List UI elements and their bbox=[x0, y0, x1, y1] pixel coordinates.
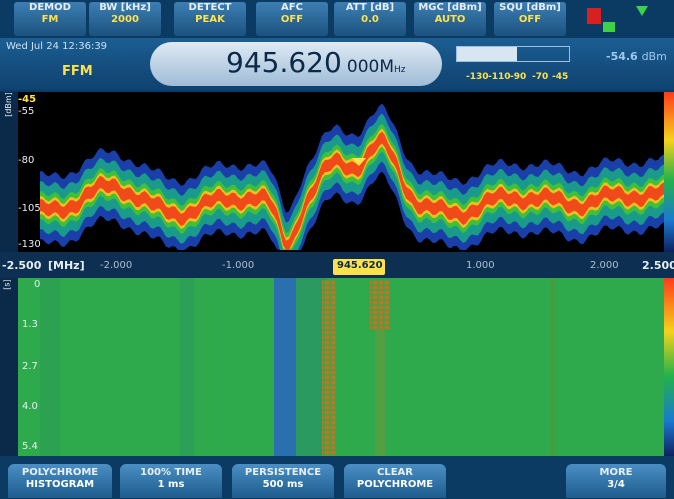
softkey-value: HISTOGRAM bbox=[25, 479, 95, 490]
level: -54.6 bbox=[606, 50, 638, 63]
softkey[interactable]: POLYCHROME HISTOGRAM bbox=[8, 464, 112, 498]
softkey[interactable]: DETECT PEAK bbox=[174, 2, 246, 36]
softkey-label: ATT [dB] bbox=[345, 2, 395, 13]
softkey-bar bbox=[0, 456, 674, 499]
softkey[interactable]: AFC OFF bbox=[256, 2, 328, 36]
softkey[interactable]: PERSISTENCE 500 ms bbox=[232, 464, 334, 498]
frequency-display bbox=[150, 42, 442, 86]
softkey[interactable]: MORE 3/4 bbox=[566, 464, 666, 498]
level-unit: dBm bbox=[641, 50, 667, 63]
spectrum-y-label: -105 bbox=[18, 203, 41, 214]
spectrum-y-label: -80 bbox=[18, 155, 35, 166]
datetime: Wed Jul 24 12:36:39 bbox=[6, 41, 108, 52]
softkey-label: 100% TIME bbox=[140, 467, 202, 478]
softkey-label: POLYCHROME bbox=[21, 467, 99, 478]
band bbox=[370, 280, 390, 330]
freq-start: -2.500 bbox=[2, 259, 42, 272]
freq-label: -2.000 bbox=[100, 260, 133, 271]
freq-end: 2.500 bbox=[642, 259, 674, 272]
softkey-value: PEAK bbox=[195, 14, 225, 25]
mode: FFM bbox=[62, 64, 93, 79]
band bbox=[274, 278, 296, 456]
frequency: 945.620 000MHz bbox=[226, 46, 406, 79]
softkey-label: BW [kHz] bbox=[99, 2, 151, 13]
softkey[interactable]: SQU [dBm] OFF bbox=[494, 2, 566, 36]
spectrum-y-unit: [dBm] bbox=[3, 92, 13, 117]
softkey-value: 500 ms bbox=[262, 479, 304, 490]
band bbox=[40, 278, 60, 456]
center-box bbox=[333, 259, 385, 275]
frequency-unit-sub: Hz bbox=[394, 65, 406, 75]
speaker-icon bbox=[587, 8, 601, 24]
color-bar bbox=[664, 278, 674, 456]
softkey-value: FM bbox=[41, 14, 59, 25]
level-bar-fill bbox=[457, 47, 517, 61]
spectrum-y-label: -130 bbox=[18, 239, 41, 250]
softkey-label: DEMOD bbox=[29, 2, 71, 13]
trigger-icon bbox=[636, 6, 648, 16]
softkey-label: PERSISTENCE bbox=[244, 467, 322, 478]
band bbox=[180, 278, 194, 456]
softkey[interactable]: DEMOD FM bbox=[14, 2, 86, 36]
softkey-label: SQU [dBm] bbox=[499, 2, 561, 13]
softkey[interactable]: 100% TIME 1 ms bbox=[120, 464, 222, 498]
waterfall-y-label: 2.7 bbox=[22, 361, 38, 372]
softkey-value: POLYCHROME bbox=[356, 479, 434, 490]
level-bar-frame bbox=[456, 46, 570, 62]
waterfall-y-unit: [s] bbox=[2, 279, 12, 290]
freq-center: 945.620 bbox=[337, 260, 383, 271]
trace-band bbox=[40, 128, 664, 250]
softkey-label: CLEAR bbox=[377, 467, 413, 478]
softkey-value: 3/4 bbox=[607, 479, 625, 490]
level-scale-label: -130 bbox=[466, 72, 489, 82]
softkey-value: AUTO bbox=[434, 14, 466, 25]
softkey-label: MORE bbox=[599, 467, 633, 478]
color-bar bbox=[664, 92, 674, 252]
spectrum-y-label: -45 bbox=[18, 94, 37, 105]
freq-label: 1.000 bbox=[466, 260, 495, 271]
softkey-value: 0.0 bbox=[361, 14, 379, 25]
spectrum-axis bbox=[0, 92, 18, 252]
frequency-fine: 000 bbox=[346, 57, 380, 77]
waterfall bbox=[18, 278, 664, 456]
level-scale-label: -90 bbox=[510, 72, 527, 82]
waterfall-y-label: 0 bbox=[34, 279, 41, 290]
spectrum-trace bbox=[40, 103, 664, 250]
lock-icon bbox=[603, 22, 615, 32]
softkey-value: OFF bbox=[280, 14, 304, 25]
level-scale-label: -45 bbox=[552, 72, 569, 82]
softkey[interactable]: BW [kHz] 2000 bbox=[89, 2, 161, 36]
softkey-label: MGC [dBm] bbox=[418, 2, 482, 13]
softkey[interactable]: ATT [dB] 0.0 bbox=[334, 2, 406, 36]
softkey-label: DETECT bbox=[188, 2, 232, 13]
marker bbox=[352, 158, 366, 166]
frequency-unit: M bbox=[379, 57, 395, 77]
waterfall-axis bbox=[0, 278, 18, 456]
level-scale-label: -110 bbox=[488, 72, 511, 82]
level-value: -54.6 dBm bbox=[606, 50, 667, 63]
softkey-value: 2000 bbox=[111, 14, 139, 25]
softkey-value: 1 ms bbox=[157, 479, 185, 490]
softkey[interactable]: MGC [dBm] AUTO bbox=[414, 2, 486, 36]
band bbox=[375, 330, 385, 456]
waterfall-y-label: 5.4 bbox=[22, 441, 38, 452]
softkey-value: OFF bbox=[518, 14, 542, 25]
band bbox=[322, 280, 336, 456]
spectrum-y-label: -55 bbox=[18, 106, 35, 117]
band bbox=[296, 278, 326, 456]
waterfall-y-label: 1.3 bbox=[22, 319, 38, 330]
freq-label: 2.000 bbox=[590, 260, 619, 271]
freq-label: -1.000 bbox=[222, 260, 255, 271]
softkey-label: AFC bbox=[281, 2, 303, 13]
freq-unit: [MHz] bbox=[48, 259, 85, 272]
frequency-main: 945.620 bbox=[226, 46, 342, 79]
softkey[interactable]: CLEAR POLYCHROME bbox=[344, 464, 446, 498]
band bbox=[550, 278, 556, 456]
level-scale-label: -70 bbox=[532, 72, 549, 82]
waterfall-y-label: 4.0 bbox=[22, 401, 38, 412]
